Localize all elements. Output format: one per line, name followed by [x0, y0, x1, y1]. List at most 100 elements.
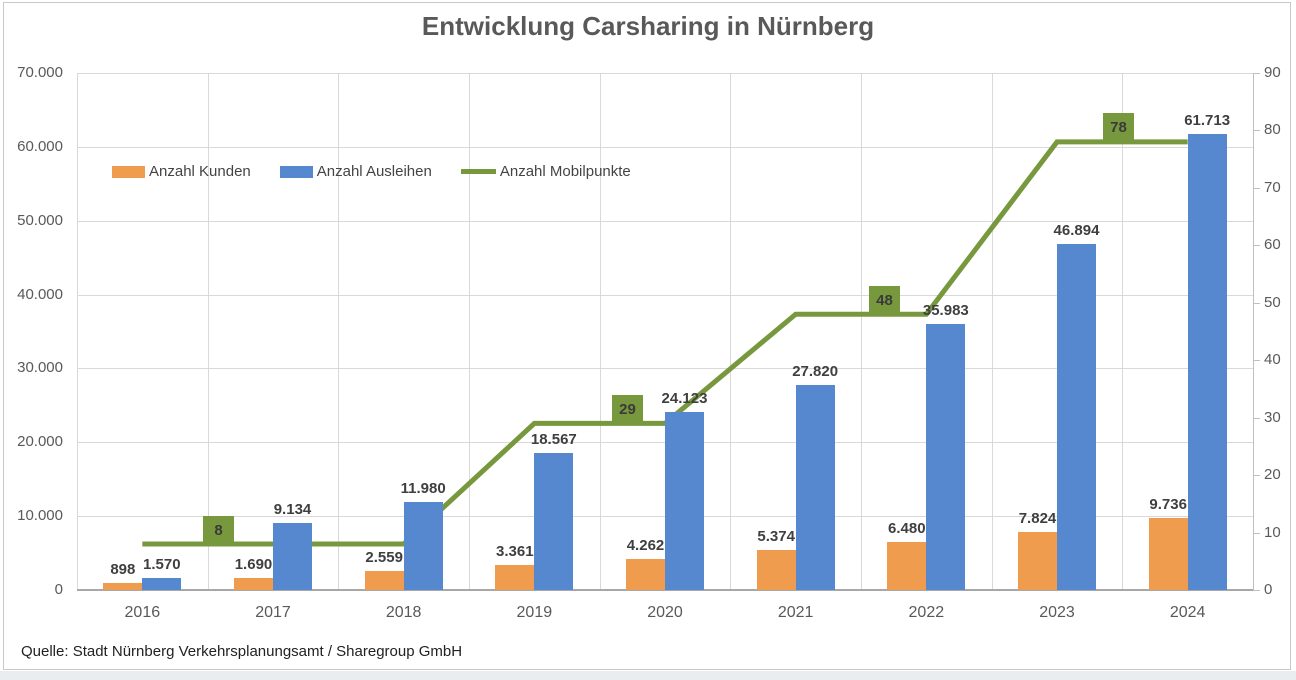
value-label-anzahl-ausleihen-2024: 61.713 [1184, 112, 1231, 130]
right-axis-tick [1253, 532, 1260, 534]
value-label-anzahl-ausleihen-2022: 35.983 [922, 302, 969, 320]
right-axis-tick [1253, 360, 1260, 362]
bar-anzahl-ausleihen-2017 [273, 522, 312, 590]
right-axis-tick-label: 40 [1264, 351, 1281, 369]
horizontal-gridline [77, 146, 1253, 148]
right-axis-tick [1253, 475, 1260, 477]
bar-anzahl-kunden-2018 [364, 571, 404, 590]
vertical-gridline [207, 73, 209, 590]
x-axis-category-label: 2022 [908, 604, 945, 621]
right-axis-tick-label: 10 [1264, 523, 1281, 541]
right-axis-tick [1253, 187, 1260, 189]
horizontal-gridline [77, 368, 1253, 370]
right-axis-tick-label: 70 [1264, 178, 1281, 196]
x-axis-category-label: 2016 [124, 604, 161, 621]
value-label-anzahl-ausleihen-2020: 24.123 [661, 389, 708, 407]
right-axis-tick [1253, 130, 1260, 132]
ausleihen-swatch-icon [279, 165, 313, 178]
bar-anzahl-kunden-2024 [1148, 518, 1188, 590]
bar-anzahl-kunden-2020 [626, 558, 665, 590]
legend-label-kunden: Anzahl Kunden [149, 163, 251, 180]
source-note: Quelle: Stadt Nürnberg Verkehrsplanungsa… [21, 643, 463, 660]
value-label-anzahl-ausleihen-2017: 9.134 [273, 500, 312, 518]
value-label-anzahl-ausleihen-2019: 18.567 [530, 430, 577, 448]
vertical-gridline [861, 73, 862, 590]
value-label-anzahl-kunden-2021: 5.374 [757, 528, 795, 546]
kunden-swatch-icon [112, 165, 145, 178]
value-label-anzahl-kunden-2020: 4.262 [626, 536, 665, 554]
horizontal-gridline [77, 294, 1253, 296]
legend: Anzahl Kunden Anzahl Ausleihen Anzahl Mo… [112, 163, 631, 180]
bar-anzahl-kunden-2022 [887, 542, 927, 590]
horizontal-gridline [77, 73, 1253, 74]
left-axis-tick-label: 60.000 [17, 137, 63, 155]
vertical-gridline [77, 73, 78, 590]
vertical-gridline [599, 73, 601, 590]
right-axis-tick [1253, 417, 1260, 419]
left-axis-tick-label: 40.000 [17, 285, 63, 303]
value-label-anzahl-ausleihen-2018: 11.980 [400, 479, 446, 497]
right-axis-tick-label: 80 [1264, 121, 1281, 139]
left-axis-tick-label: 20.000 [17, 433, 63, 451]
bar-anzahl-ausleihen-2024 [1187, 134, 1227, 590]
bar-anzahl-kunden-2017 [234, 577, 273, 590]
mobilpunkte-swatch-icon [460, 169, 496, 174]
horizontal-gridline [77, 220, 1253, 222]
left-axis-tick-label: 10.000 [17, 507, 63, 525]
right-axis-line [1253, 73, 1254, 590]
bar-anzahl-kunden-2021 [756, 550, 796, 590]
mobilpunkte-label-box: 78 [1103, 113, 1134, 142]
legend-label-ausleihen: Anzahl Ausleihen [316, 163, 432, 180]
legend-label-mobilpunkte: Anzahl Mobilpunkte [499, 163, 631, 180]
left-axis-tick-label: 0 [54, 581, 63, 598]
vertical-gridline [1122, 73, 1124, 590]
bar-anzahl-ausleihen-2016 [142, 578, 182, 590]
x-axis-category-label: 2018 [385, 604, 422, 621]
x-axis-category-label: 2023 [1039, 604, 1075, 621]
mobilpunkte-label-box: 29 [612, 395, 643, 424]
bar-anzahl-ausleihen-2022 [926, 324, 966, 590]
legend-item-ausleihen: Anzahl Ausleihen [279, 163, 432, 180]
bar-anzahl-kunden-2019 [495, 565, 535, 590]
right-axis-tick [1253, 245, 1260, 247]
value-label-anzahl-ausleihen-2016: 1.570 [143, 556, 181, 574]
mobilpunkte-label-box: 8 [203, 516, 234, 545]
legend-item-mobilpunkte: Anzahl Mobilpunkte [460, 163, 631, 180]
right-axis-tick-label: 0 [1264, 581, 1273, 598]
vertical-gridline [991, 73, 993, 590]
right-axis-tick [1253, 590, 1260, 591]
x-axis-category-label: 2017 [255, 604, 291, 621]
right-axis-tick [1253, 302, 1260, 304]
left-axis-tick-label: 70.000 [17, 64, 63, 81]
right-axis-tick-label: 30 [1264, 408, 1281, 426]
x-axis-category-label: 2024 [1169, 604, 1206, 621]
bar-anzahl-ausleihen-2021 [795, 384, 835, 590]
value-label-anzahl-kunden-2022: 6.480 [888, 520, 926, 538]
vertical-gridline [469, 73, 470, 590]
right-axis-tick-label: 50 [1264, 293, 1281, 311]
x-axis-line [77, 589, 1253, 591]
bar-anzahl-ausleihen-2020 [665, 411, 704, 590]
vertical-gridline [730, 73, 732, 590]
value-label-anzahl-kunden-2018: 2.559 [365, 549, 403, 567]
vertical-gridline [338, 73, 340, 590]
value-label-anzahl-ausleihen-2023: 46.894 [1053, 221, 1100, 239]
bottom-strip [0, 671, 1296, 680]
value-label-anzahl-kunden-2017: 1.690 [234, 555, 273, 573]
right-axis-tick [1253, 73, 1260, 74]
left-axis-tick-label: 50.000 [17, 211, 63, 229]
value-label-anzahl-kunden-2019: 3.361 [496, 543, 534, 561]
x-axis-category-label: 2020 [647, 604, 683, 621]
x-axis-category-label: 2019 [516, 604, 553, 621]
bar-anzahl-kunden-2023 [1018, 532, 1057, 590]
bar-anzahl-ausleihen-2023 [1057, 243, 1096, 590]
legend-item-kunden: Anzahl Kunden [112, 163, 251, 180]
right-axis-tick-label: 60 [1264, 236, 1281, 254]
right-axis-tick-label: 20 [1264, 466, 1281, 484]
value-label-anzahl-ausleihen-2021: 27.820 [792, 362, 839, 380]
value-label-anzahl-kunden-2023: 7.824 [1018, 510, 1057, 528]
value-label-anzahl-kunden-2016: 898 [110, 561, 136, 579]
mobilpunkte-label-box: 48 [869, 286, 900, 315]
